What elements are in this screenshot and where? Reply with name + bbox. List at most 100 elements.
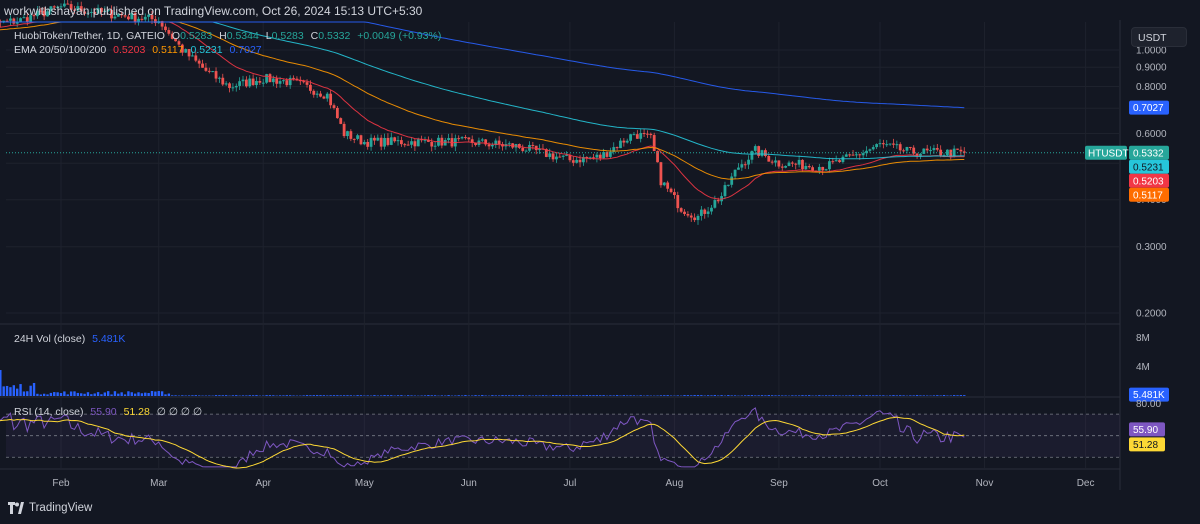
currency-button[interactable]: USDT [1131, 27, 1187, 47]
candle-body [801, 159, 804, 170]
price-tag-box [1129, 173, 1169, 188]
volume-bar [373, 395, 376, 396]
candle-body [96, 7, 100, 14]
candle-body [194, 55, 198, 61]
candle-body [770, 161, 774, 163]
volume-bar [831, 395, 835, 396]
volume-bar [781, 395, 784, 396]
candle-body [464, 137, 467, 139]
candle-body [568, 154, 572, 161]
volume-bar [963, 395, 966, 396]
candle-body [582, 157, 585, 163]
candle-body [521, 147, 525, 151]
candle-body [187, 49, 191, 57]
volume-bar [535, 395, 538, 396]
candle-body [373, 137, 376, 141]
volume-bar [342, 395, 346, 396]
volume-bar [396, 395, 400, 396]
volume-bar [36, 393, 39, 396]
candle-body [932, 148, 936, 151]
x-tick-label: Dec [1077, 478, 1095, 489]
candle-body [710, 207, 713, 212]
volume-bar [868, 395, 872, 396]
candle-body [838, 160, 841, 163]
candle-body [275, 78, 279, 84]
candle-body [393, 137, 397, 142]
volume-bar [834, 395, 838, 396]
volume-bar [878, 395, 882, 396]
rsi-value: 55.90 [90, 406, 117, 418]
candle-body [79, 6, 83, 12]
candle-body [747, 159, 750, 165]
candle-body [22, 17, 26, 19]
candle-body [774, 160, 777, 163]
volume-bar [818, 395, 821, 396]
volume-bar [733, 395, 737, 396]
volume-bar [470, 395, 474, 396]
volume-bar [808, 395, 811, 396]
candle-body [571, 160, 575, 163]
candle-body [15, 21, 19, 24]
volume-bar [932, 395, 936, 396]
candle-body [349, 131, 353, 139]
volume-bar [558, 395, 562, 396]
volume-bar [952, 395, 956, 396]
volume-bar [666, 395, 669, 396]
candle-body [790, 162, 794, 164]
candle-body [487, 144, 491, 147]
candle-body [474, 142, 477, 145]
price-tick-label: 0.9000 [1136, 63, 1167, 74]
candle-body [794, 163, 798, 165]
tradingview-logo-icon [8, 502, 24, 514]
candle-body [261, 82, 265, 84]
candle-body [86, 12, 90, 14]
volume-bar [595, 395, 599, 396]
candle-body [127, 16, 130, 20]
candle-body [632, 134, 636, 136]
candle-body [824, 169, 828, 171]
volume-bar [433, 395, 437, 396]
volume-bar [83, 393, 86, 396]
rsi-ma-tag-label: 51.28 [1133, 440, 1158, 451]
volume-bar [113, 391, 117, 396]
volume-bar [622, 395, 626, 396]
open-label: O0.5283 [171, 30, 213, 42]
volume-bar [319, 395, 322, 396]
candle-body [339, 118, 343, 124]
candle-body [164, 26, 167, 31]
candle-body [214, 71, 218, 79]
candle-body [137, 18, 140, 22]
volume-bar [639, 395, 642, 396]
volume-bar [235, 395, 238, 396]
candle-body [919, 153, 922, 157]
candle-body [201, 63, 204, 68]
candle-body [457, 138, 461, 140]
candle-body [369, 137, 373, 147]
candle-body [110, 9, 113, 19]
volume-bar [349, 395, 353, 396]
candle-body [103, 10, 107, 13]
volume-bar [100, 394, 103, 396]
x-tick-label: Jun [461, 478, 477, 489]
volume-bar [572, 395, 575, 396]
candle-body [12, 18, 16, 24]
candle-body [312, 90, 316, 95]
volume-legend: 24H Vol (close) 5.481K [14, 333, 129, 345]
volume-bar [757, 395, 760, 396]
volume-bar [683, 395, 686, 396]
volume-bar [66, 394, 69, 396]
candle-body [32, 15, 36, 17]
candle-body [19, 18, 22, 22]
volume-bar [915, 395, 919, 396]
candle-body [218, 77, 221, 79]
volume-bar [464, 395, 467, 396]
price-tick-label: 1.0000 [1136, 46, 1167, 57]
volume-bar [63, 391, 66, 396]
volume-bar [693, 395, 696, 396]
candle-body [271, 78, 275, 83]
volume-bar [285, 395, 289, 396]
rsi-ma-value: 51.28 [123, 406, 150, 418]
volume-bar [578, 395, 582, 396]
